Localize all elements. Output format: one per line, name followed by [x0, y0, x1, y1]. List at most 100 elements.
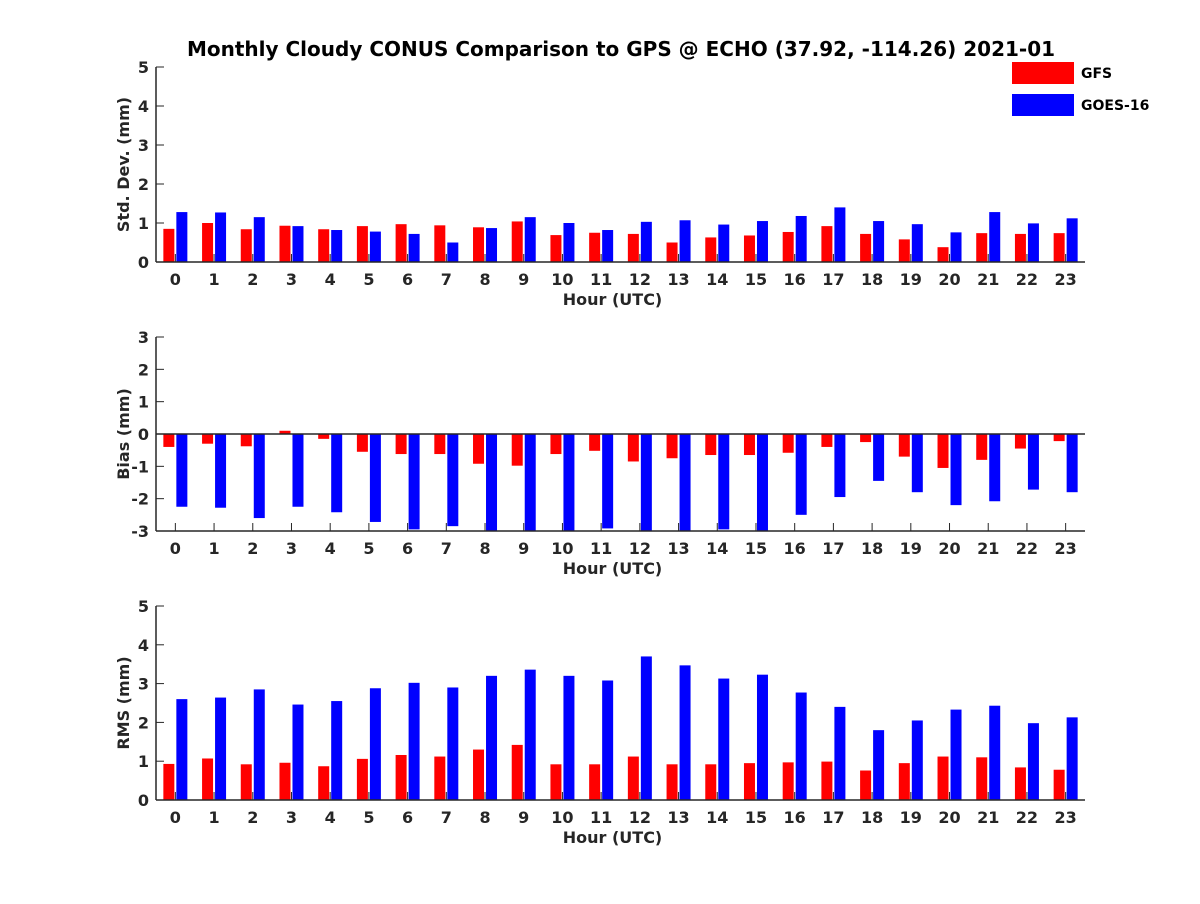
- x-tick-label: 1: [208, 539, 219, 558]
- x-tick-label: 13: [667, 808, 689, 827]
- bar-goes16-hour-11: [602, 434, 614, 529]
- y-tick-label: 2: [138, 360, 149, 379]
- x-tick-label: 13: [667, 270, 689, 289]
- bar-gfs-hour-2: [240, 764, 252, 800]
- bar-gfs-hour-21: [976, 233, 988, 262]
- x-tick-label: 2: [247, 270, 258, 289]
- bar-gfs-hour-12: [627, 233, 639, 262]
- bar-gfs-hour-9: [511, 434, 523, 466]
- bar-gfs-hour-15: [743, 763, 755, 800]
- bar-goes16-hour-4: [331, 701, 343, 800]
- bar-gfs-hour-23: [1053, 769, 1065, 800]
- chart-title: Monthly Cloudy CONUS Comparison to GPS @…: [187, 37, 1055, 61]
- bar-gfs-hour-22: [1014, 233, 1026, 262]
- x-tick-label: 4: [325, 808, 336, 827]
- bar-goes16-hour-5: [369, 688, 381, 800]
- bar-gfs-hour-6: [395, 224, 407, 262]
- x-tick-label: 11: [590, 539, 612, 558]
- bar-gfs-hour-21: [976, 434, 988, 460]
- x-tick-label: 0: [170, 270, 181, 289]
- x-tick-label: 4: [325, 539, 336, 558]
- x-tick-label: 3: [286, 270, 297, 289]
- bar-goes16-hour-12: [640, 221, 652, 262]
- bar-goes16-hour-20: [950, 709, 962, 800]
- x-tick-label: 21: [977, 539, 999, 558]
- y-tick-label: 0: [138, 425, 149, 444]
- x-tick-label: 15: [745, 808, 767, 827]
- bar-goes16-hour-2: [253, 689, 265, 800]
- bar-goes16-hour-17: [834, 207, 846, 262]
- x-tick-label: 9: [518, 539, 529, 558]
- x-tick-label: 1: [208, 270, 219, 289]
- x-tick-label: 5: [363, 539, 374, 558]
- x-tick-label: 23: [1055, 539, 1077, 558]
- bar-gfs-hour-3: [279, 762, 291, 800]
- bar-gfs-hour-23: [1053, 233, 1065, 262]
- bar-goes16-hour-8: [486, 434, 498, 531]
- bar-gfs-hour-3: [279, 225, 291, 262]
- bar-goes16-hour-17: [834, 706, 846, 800]
- bar-gfs-hour-18: [860, 434, 872, 443]
- bar-goes16-hour-12: [640, 656, 652, 800]
- bar-goes16-hour-2: [253, 217, 265, 262]
- bar-gfs-hour-13: [666, 764, 678, 800]
- x-tick-label: 8: [479, 270, 490, 289]
- bar-goes16-hour-4: [331, 230, 343, 262]
- bar-gfs-hour-11: [589, 232, 601, 262]
- bar-goes16-hour-4: [331, 434, 343, 513]
- bar-gfs-hour-20: [937, 756, 949, 800]
- x-tick-label: 8: [479, 808, 490, 827]
- bar-goes16-hour-20: [950, 232, 962, 262]
- x-tick-label: 17: [822, 539, 844, 558]
- bar-goes16-hour-0: [176, 699, 188, 800]
- bar-goes16-hour-7: [447, 687, 459, 800]
- bar-gfs-hour-13: [666, 242, 678, 262]
- bar-gfs-hour-17: [821, 434, 833, 447]
- bar-gfs-hour-19: [898, 763, 910, 800]
- bar-gfs-hour-5: [356, 758, 368, 800]
- bar-gfs-hour-16: [782, 762, 794, 800]
- x-tick-label: 4: [325, 270, 336, 289]
- bar-gfs-hour-0: [163, 763, 175, 800]
- bar-gfs-hour-10: [550, 235, 562, 262]
- x-tick-label: 14: [706, 808, 728, 827]
- x-tick-label: 7: [441, 808, 452, 827]
- x-tick-label: 18: [861, 539, 883, 558]
- y-tick-label: 1: [138, 752, 149, 771]
- bar-gfs-hour-7: [434, 756, 446, 800]
- bar-goes16-hour-16: [795, 434, 807, 515]
- bar-gfs-hour-10: [550, 434, 562, 455]
- bar-goes16-hour-11: [602, 680, 614, 800]
- bar-gfs-hour-6: [395, 754, 407, 800]
- bar-gfs-hour-0: [163, 434, 175, 447]
- bar-goes16-hour-12: [640, 434, 652, 531]
- x-tick-label: 7: [441, 539, 452, 558]
- bar-goes16-hour-8: [486, 228, 498, 262]
- x-tick-label: 2: [247, 539, 258, 558]
- x-tick-label: 5: [363, 808, 374, 827]
- bar-goes16-hour-3: [292, 434, 304, 507]
- bar-goes16-hour-23: [1066, 218, 1078, 262]
- bar-gfs-hour-10: [550, 764, 562, 800]
- bar-goes16-hour-14: [718, 434, 730, 530]
- x-tick-label: 21: [977, 270, 999, 289]
- bar-gfs-hour-1: [202, 758, 214, 800]
- bar-goes16-hour-2: [253, 434, 265, 519]
- bar-gfs-hour-19: [898, 434, 910, 457]
- bar-gfs-hour-22: [1014, 767, 1026, 800]
- x-tick-label: 22: [1016, 808, 1038, 827]
- x-tick-label: 3: [286, 539, 297, 558]
- x-tick-label: 18: [861, 270, 883, 289]
- x-tick-label: 20: [938, 270, 960, 289]
- x-tick-label: 20: [938, 808, 960, 827]
- y-tick-label: -3: [131, 522, 149, 541]
- bar-goes16-hour-13: [679, 434, 691, 531]
- bar-goes16-hour-13: [679, 665, 691, 800]
- bar-gfs-hour-19: [898, 239, 910, 262]
- bar-gfs-hour-21: [976, 757, 988, 800]
- bar-goes16-hour-3: [292, 704, 304, 800]
- bar-goes16-hour-16: [795, 692, 807, 800]
- x-tick-label: 23: [1055, 808, 1077, 827]
